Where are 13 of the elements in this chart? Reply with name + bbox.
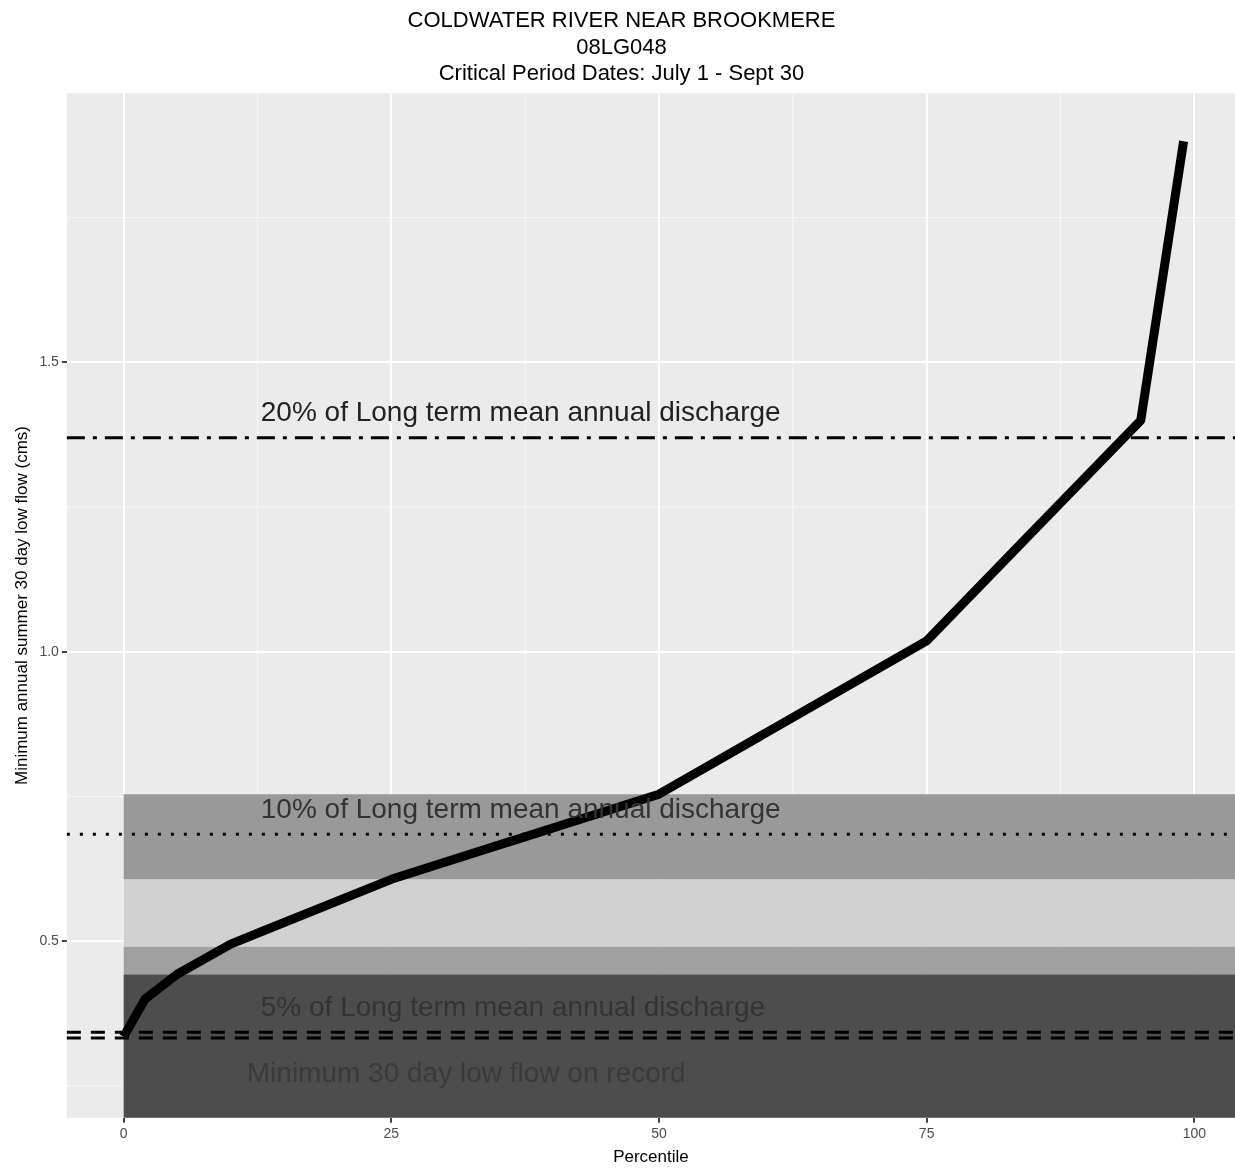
y-axis-title: Minimum annual summer 30 day low flow (cms) [11, 426, 31, 785]
y-tick-label: 1.5 [39, 353, 60, 370]
x-axis-title: Percentile [613, 1147, 689, 1167]
ref-line-label: 20% of Long term mean annual discharge [260, 396, 781, 428]
chart-subtitle: 08LG048 Critical Period Dates: July 1 - Sept 30 [438, 33, 805, 86]
x-tick-label: 75 [918, 1125, 935, 1142]
chart-title: COLDWATER RIVER NEAR BROOKMERE [407, 7, 836, 33]
x-tick-label: 0 [119, 1125, 128, 1142]
y-tick-label: 0.5 [39, 932, 60, 949]
x-tick-label: 25 [383, 1125, 400, 1142]
x-tick-label: 100 [1182, 1125, 1207, 1142]
y-tick-label: 1.0 [39, 642, 60, 659]
x-tick-label: 50 [651, 1125, 667, 1142]
